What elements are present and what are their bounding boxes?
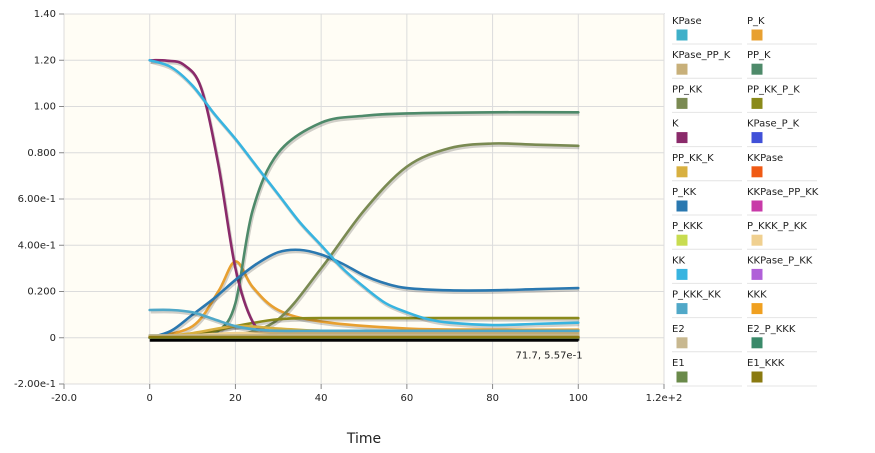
legend-swatch[interactable] <box>751 29 763 41</box>
legend-label: E2 <box>672 324 685 335</box>
legend-item-pp-kk[interactable]: PP_KK <box>672 84 742 112</box>
legend-swatch[interactable] <box>751 337 763 349</box>
legend-swatch[interactable] <box>676 29 688 41</box>
x-tick-label: -20.0 <box>51 393 77 404</box>
legend-item-kkk[interactable]: KKK <box>747 290 817 318</box>
legend-label: E1 <box>672 358 685 369</box>
legend-swatch[interactable] <box>751 303 763 315</box>
legend-item-pp-k[interactable]: PP_K <box>747 50 817 78</box>
legend-item-e1-kkk[interactable]: E1_KKK <box>747 358 817 386</box>
legend-swatch[interactable] <box>676 234 688 246</box>
y-tick-label: -2.00e-1 <box>14 379 56 390</box>
x-tick-label: 100 <box>569 393 588 404</box>
legend-item-kpase[interactable]: KPase <box>672 16 742 44</box>
x-tick-label: 60 <box>400 393 413 404</box>
legend-label: PP_KK_P_K <box>747 84 800 95</box>
legend-item-p-kkk-p-kk[interactable]: P_KKK_P_KK <box>747 221 817 249</box>
legend-label: KPase <box>672 16 702 27</box>
y-tick-label: 0.800 <box>27 148 56 159</box>
legend-item-p-kkk-kk[interactable]: P_KKK_KK <box>672 290 742 318</box>
legend-item-e2-p-kkk[interactable]: E2_P_KKK <box>747 324 817 352</box>
x-tick-label: 0 <box>147 393 153 404</box>
legend-label: KKPase <box>747 153 783 164</box>
y-tick-label: 4.00e-1 <box>18 240 56 251</box>
legend-item-kk[interactable]: KK <box>672 255 742 283</box>
legend-label: KPase_PP_K <box>672 50 731 61</box>
legend-swatch[interactable] <box>676 97 688 109</box>
legend-label: PP_KK <box>672 84 703 95</box>
legend-item-p-kkk[interactable]: P_KKK <box>672 221 742 249</box>
legend-swatch[interactable] <box>751 200 763 212</box>
legend-swatch[interactable] <box>676 63 688 75</box>
legend-label: PP_K <box>747 50 771 61</box>
legend-item-k[interactable]: K <box>672 119 742 147</box>
legend-item-pp-kk-k[interactable]: PP_KK_K <box>672 153 742 181</box>
legend-label: P_KKK_P_KK <box>747 221 807 232</box>
legend-label: PP_KK_K <box>672 153 714 164</box>
x-tick-label: 20 <box>229 393 242 404</box>
x-tick-label: 40 <box>315 393 328 404</box>
y-tick-label: 1.20 <box>34 55 56 66</box>
legend-item-p-kk[interactable]: P_KK <box>672 187 742 215</box>
legend-label: P_K <box>747 16 765 27</box>
legend-item-kkpase-pp-kk[interactable]: KKPase_PP_KK <box>747 187 819 215</box>
legend-swatch[interactable] <box>676 371 688 383</box>
legend-item-kkpase-p-kk[interactable]: KKPase_P_KK <box>747 255 817 283</box>
legend-label: E2_P_KKK <box>747 324 796 335</box>
legend-label: K <box>672 119 679 130</box>
legend-swatch[interactable] <box>676 200 688 212</box>
legend-item-p-k[interactable]: P_K <box>747 16 817 44</box>
legend-label: KPase_P_K <box>747 119 800 130</box>
legend-label: KKK <box>747 290 767 301</box>
y-tick-label: 1.40 <box>34 9 56 20</box>
legend-label: P_KKK_KK <box>672 290 721 301</box>
legend-item-e1[interactable]: E1 <box>672 358 742 386</box>
legend-item-pp-kk-p-k[interactable]: PP_KK_P_K <box>747 84 817 112</box>
legend-swatch[interactable] <box>676 303 688 315</box>
legend-swatch[interactable] <box>751 63 763 75</box>
y-tick-label: 1.00 <box>34 102 56 113</box>
legend-swatch[interactable] <box>751 166 763 178</box>
legend-label: E1_KKK <box>747 358 785 369</box>
legend-item-e2[interactable]: E2 <box>672 324 742 352</box>
legend-swatch[interactable] <box>676 337 688 349</box>
y-tick-label: 0.200 <box>27 287 56 298</box>
legend-label: P_KK <box>672 187 697 198</box>
legend-swatch[interactable] <box>751 234 763 246</box>
legend-label: KK <box>672 255 686 266</box>
y-tick-label: 6.00e-1 <box>18 194 56 205</box>
legend-swatch[interactable] <box>751 97 763 109</box>
legend-swatch[interactable] <box>751 132 763 144</box>
cursor-readout: 71.7, 5.57e-1 <box>516 351 583 362</box>
x-axis-label: Time <box>346 431 381 447</box>
legend-swatch[interactable] <box>676 268 688 280</box>
legend-label: P_KKK <box>672 221 703 232</box>
legend-swatch[interactable] <box>751 268 763 280</box>
legend-label: KKPase_PP_KK <box>747 187 819 198</box>
legend-label: KKPase_P_KK <box>747 255 813 266</box>
y-tick-label: 0 <box>50 333 56 344</box>
x-tick-label: 80 <box>486 393 499 404</box>
x-tick-label: 1.2e+2 <box>646 393 683 404</box>
legend-swatch[interactable] <box>751 371 763 383</box>
legend-item-kkpase[interactable]: KKPase <box>747 153 817 181</box>
legend-item-kpase-pp-k[interactable]: KPase_PP_K <box>672 50 742 78</box>
legend-swatch[interactable] <box>676 132 688 144</box>
legend-item-kpase-p-k[interactable]: KPase_P_K <box>747 119 817 147</box>
legend-swatch[interactable] <box>676 166 688 178</box>
